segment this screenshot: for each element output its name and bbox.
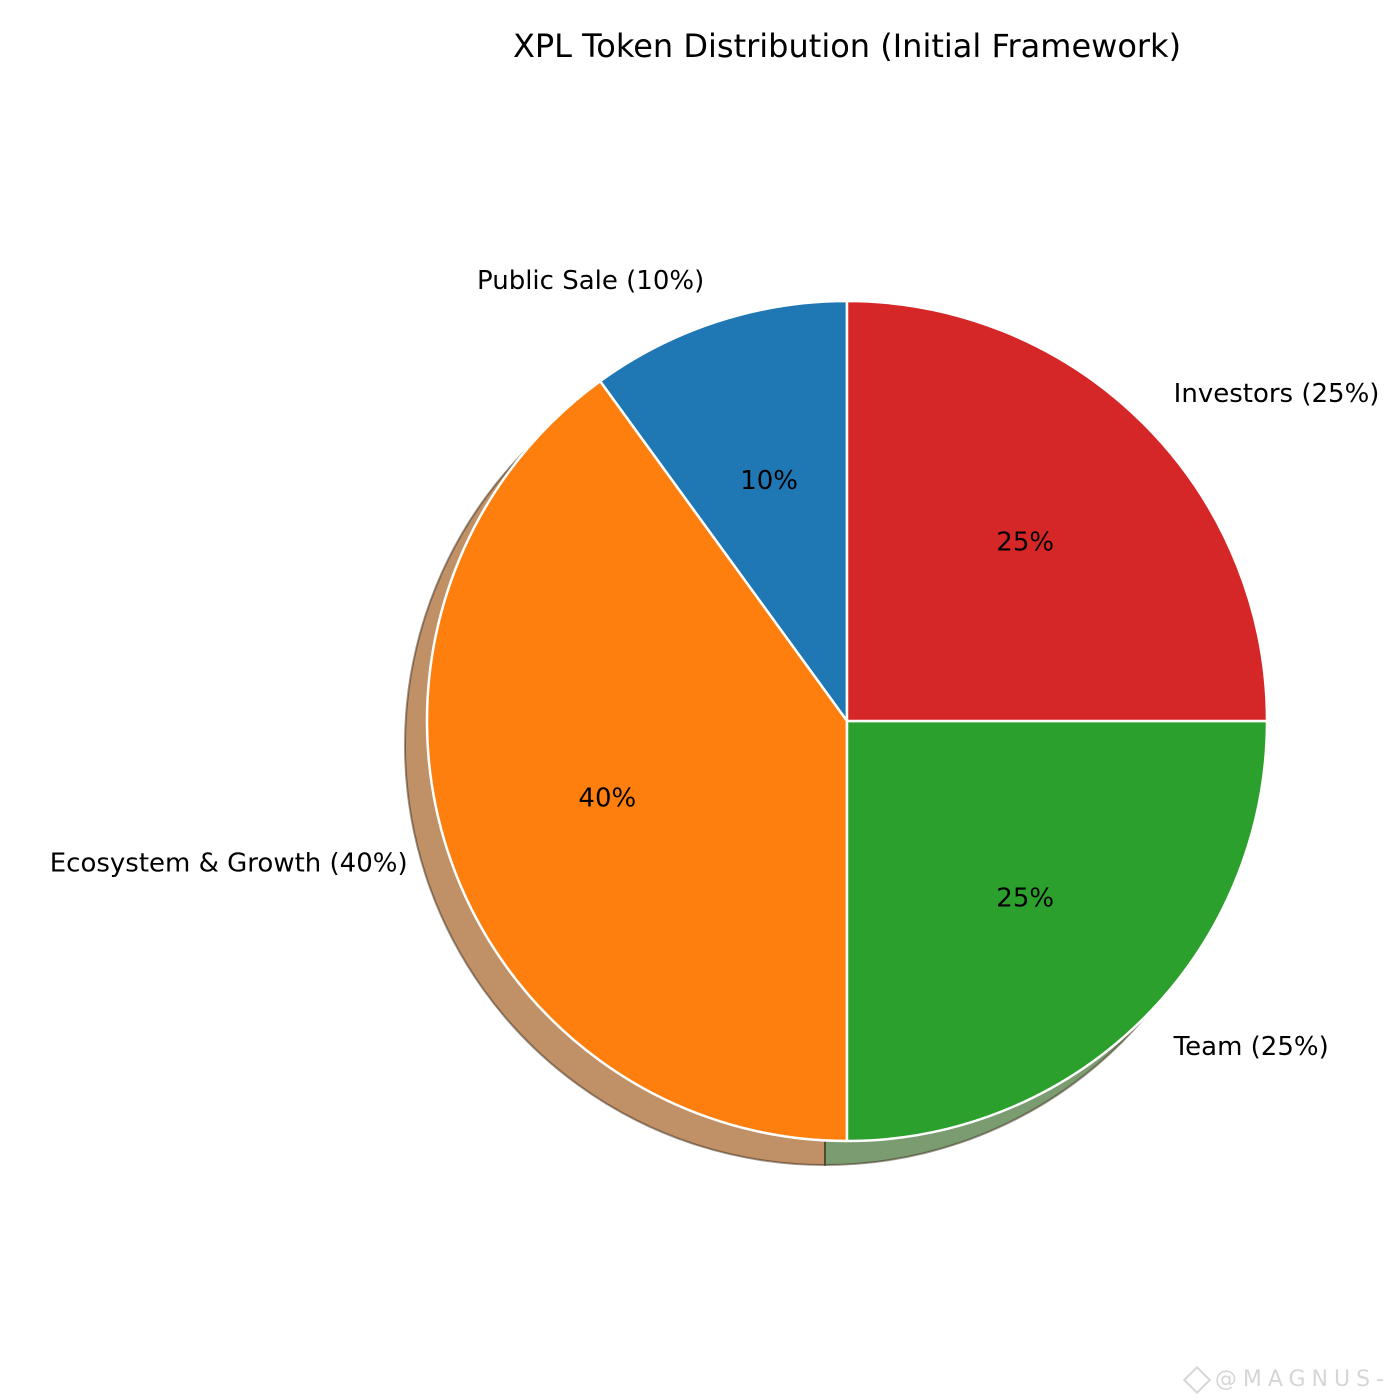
pie-slice-team	[845, 719, 1269, 1143]
pie-slice-public-sale	[598, 299, 849, 723]
pie-slice-investors	[845, 299, 1269, 723]
pct-label-ecosystem-and-growth: 40%	[578, 783, 636, 813]
slice-label-ecosystem-and-growth: Ecosystem & Growth (40%)	[50, 848, 408, 878]
brand-logo-icon	[1182, 1365, 1211, 1395]
pct-label-team: 25%	[996, 884, 1054, 914]
chart-title: XPL Token Distribution (Initial Framewor…	[513, 27, 1181, 65]
slice-label-public-sale: Public Sale (10%)	[477, 266, 704, 296]
pie-slices	[425, 299, 1269, 1143]
pct-label-public-sale: 10%	[740, 466, 798, 496]
watermark: @MAGNUS-	[1182, 1365, 1390, 1395]
pct-label-investors: 25%	[996, 527, 1054, 557]
slice-label-investors: Investors (25%)	[1174, 379, 1380, 409]
pie-labels: Public Sale (10%) 10% Ecosystem & Growth (…	[50, 266, 1380, 1062]
slice-label-team: Team (25%)	[1173, 1032, 1329, 1062]
pie-slice-ecosystem-and-growth	[425, 379, 849, 1143]
watermark-text: @MAGNUS-	[1214, 1367, 1390, 1392]
